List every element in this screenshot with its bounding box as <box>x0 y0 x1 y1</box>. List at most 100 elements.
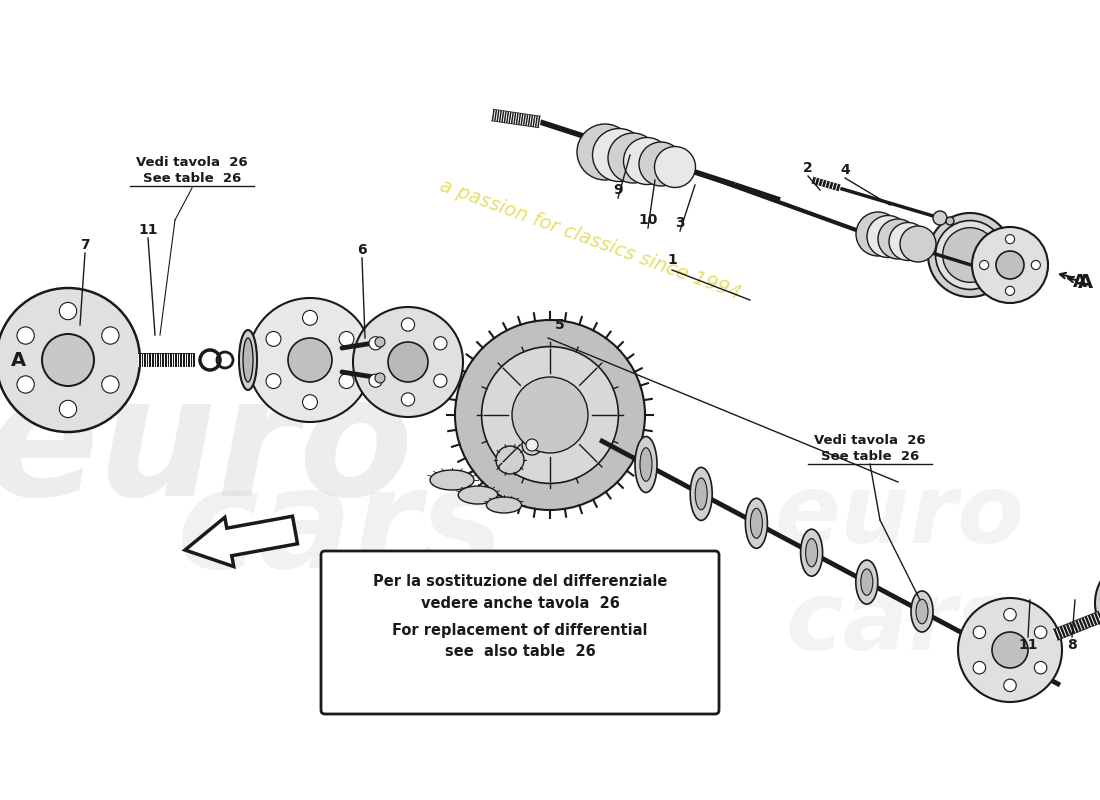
Circle shape <box>339 374 354 389</box>
Ellipse shape <box>695 478 707 510</box>
Ellipse shape <box>496 446 524 474</box>
Text: 5: 5 <box>556 318 565 332</box>
Ellipse shape <box>243 338 253 382</box>
Ellipse shape <box>690 467 712 520</box>
Circle shape <box>102 327 119 344</box>
Circle shape <box>946 217 954 225</box>
Ellipse shape <box>640 448 652 482</box>
Text: 10: 10 <box>638 213 658 227</box>
Circle shape <box>654 146 695 187</box>
Text: 11: 11 <box>1019 638 1037 652</box>
Circle shape <box>16 376 34 393</box>
Circle shape <box>526 439 538 451</box>
Circle shape <box>992 632 1028 668</box>
Circle shape <box>1034 626 1047 638</box>
Ellipse shape <box>239 330 257 390</box>
Circle shape <box>889 222 927 261</box>
Text: 2: 2 <box>803 161 813 175</box>
Circle shape <box>1004 608 1016 621</box>
Circle shape <box>1034 662 1047 674</box>
Circle shape <box>593 129 646 182</box>
Text: 8: 8 <box>1067 638 1077 652</box>
Text: A: A <box>1074 273 1087 291</box>
Circle shape <box>936 221 1004 290</box>
Circle shape <box>933 211 947 225</box>
Text: 3: 3 <box>675 216 685 230</box>
Circle shape <box>1004 679 1016 691</box>
Ellipse shape <box>911 591 933 632</box>
Ellipse shape <box>486 497 521 513</box>
Text: A: A <box>1077 273 1092 291</box>
Circle shape <box>856 212 900 256</box>
Circle shape <box>900 226 936 262</box>
Circle shape <box>266 374 280 389</box>
Circle shape <box>433 374 447 387</box>
Text: 1: 1 <box>667 253 676 267</box>
Text: 7: 7 <box>80 238 90 252</box>
Text: Vedi tavola  26: Vedi tavola 26 <box>814 434 926 446</box>
Ellipse shape <box>459 486 498 504</box>
Circle shape <box>368 374 382 387</box>
Circle shape <box>996 251 1024 279</box>
Ellipse shape <box>750 508 762 538</box>
Circle shape <box>375 373 385 383</box>
Ellipse shape <box>635 437 657 493</box>
Circle shape <box>974 662 986 674</box>
Text: vedere anche tavola  26: vedere anche tavola 26 <box>420 597 619 611</box>
Text: Per la sostituzione del differenziale: Per la sostituzione del differenziale <box>373 574 668 590</box>
Ellipse shape <box>801 530 823 576</box>
Text: a passion for classics since 1994: a passion for classics since 1994 <box>437 177 744 303</box>
Text: euro
cars: euro cars <box>774 470 1025 670</box>
Circle shape <box>433 337 447 350</box>
Circle shape <box>522 435 542 455</box>
Circle shape <box>1032 261 1041 270</box>
Circle shape <box>482 346 618 483</box>
Circle shape <box>402 393 415 406</box>
Circle shape <box>302 310 318 326</box>
Circle shape <box>972 227 1048 303</box>
Circle shape <box>0 288 140 432</box>
Circle shape <box>266 331 280 346</box>
Circle shape <box>368 337 382 350</box>
Ellipse shape <box>861 569 872 595</box>
Circle shape <box>1005 286 1014 295</box>
Circle shape <box>353 307 463 417</box>
Circle shape <box>608 133 658 183</box>
Circle shape <box>102 376 119 393</box>
Circle shape <box>59 400 77 418</box>
Text: See table  26: See table 26 <box>143 171 241 185</box>
Text: see  also table  26: see also table 26 <box>444 645 595 659</box>
Circle shape <box>958 598 1062 702</box>
Text: 6: 6 <box>358 243 366 257</box>
Text: 4: 4 <box>840 163 850 177</box>
Text: A: A <box>10 350 25 370</box>
Text: Vedi tavola  26: Vedi tavola 26 <box>136 155 248 169</box>
Text: euro: euro <box>0 369 414 531</box>
Circle shape <box>455 320 645 510</box>
FancyBboxPatch shape <box>321 551 719 714</box>
Circle shape <box>248 298 372 422</box>
Ellipse shape <box>746 498 768 548</box>
FancyArrow shape <box>185 516 297 566</box>
Circle shape <box>1094 558 1100 648</box>
Circle shape <box>42 334 94 386</box>
Circle shape <box>512 377 588 453</box>
Circle shape <box>339 331 354 346</box>
Ellipse shape <box>916 599 928 624</box>
Text: For replacement of differential: For replacement of differential <box>393 622 648 638</box>
Circle shape <box>402 318 415 331</box>
Circle shape <box>928 213 1012 297</box>
Circle shape <box>624 138 671 185</box>
Text: 11: 11 <box>139 223 157 237</box>
Circle shape <box>943 228 998 282</box>
Circle shape <box>1005 234 1014 244</box>
Circle shape <box>288 338 332 382</box>
Ellipse shape <box>856 560 878 604</box>
Circle shape <box>578 124 632 180</box>
Circle shape <box>375 337 385 347</box>
Text: cars: cars <box>176 462 504 598</box>
Ellipse shape <box>430 470 474 490</box>
Circle shape <box>980 261 989 270</box>
Circle shape <box>16 327 34 344</box>
Text: See table  26: See table 26 <box>821 450 920 462</box>
